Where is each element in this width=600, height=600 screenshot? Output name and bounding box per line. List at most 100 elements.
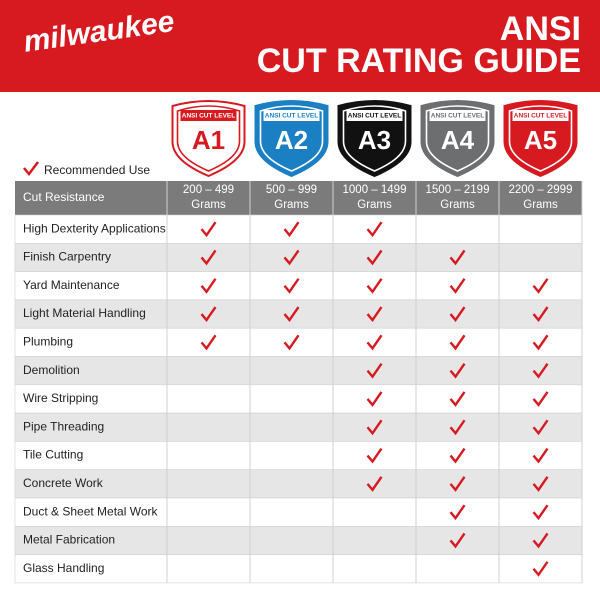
check-mark [532,561,549,577]
row-label: Finish Carpentry [23,250,111,264]
range-label: 200 – 499 [183,184,234,196]
check-mark [532,419,549,436]
row-label: Glass Handling [23,561,104,575]
table-row [14,525,583,555]
unit-label: Grams [357,199,392,211]
title-line: CUT RATING GUIDE [257,42,581,80]
level-name: A2 [275,125,308,155]
check-mark [366,278,383,294]
table-row [14,554,583,584]
level-caption: ANSI CUT LEVEL [348,113,401,120]
check-mark [449,504,466,521]
check-mark [366,221,383,238]
check-mark [449,476,466,492]
table-row [14,299,583,329]
unit-label: Grams [523,199,558,211]
legend-check [23,161,39,177]
level-name: A4 [441,125,475,155]
shield-inner [259,105,324,172]
check-mark [200,249,217,266]
check-mark [449,391,466,407]
check-mark [532,476,549,492]
check-mark [366,419,383,436]
check-mark [283,249,300,266]
caption-band [263,110,320,121]
level-caption: ANSI CUT LEVEL [514,113,567,120]
row-label: Light Material Handling [23,306,146,320]
header-band [0,0,600,92]
shield-inner [342,105,407,172]
caption-band [180,110,237,121]
range-label: 1000 – 1499 [343,184,407,196]
caption-band [512,110,569,121]
row-label: Yard Maintenance [23,278,120,292]
range-label: 2200 – 2999 [509,184,573,196]
check-mark [449,278,466,294]
table-row [14,271,583,301]
check-mark [532,391,549,407]
row-label: High Dexterity Applications [23,221,166,235]
row-label: Plumbing [23,335,73,349]
table-row [14,214,583,244]
check-mark [283,278,300,294]
check-mark [532,362,549,379]
check-mark [532,278,549,294]
check-mark [366,306,383,323]
check-mark [366,391,383,407]
check-mark [449,249,466,266]
table-row [14,356,583,386]
row-label: Pipe Threading [23,419,104,433]
check-mark [283,334,300,351]
check-mark [532,306,549,323]
legend-label: Recommended Use [44,163,150,177]
check-mark [200,334,217,351]
check-mark [532,504,549,521]
check-mark [449,532,466,549]
range-label: 1500 – 2199 [426,184,490,196]
row-label: Wire Stripping [23,391,98,405]
row-label: Tile Cutting [23,448,83,462]
check-mark [366,362,383,379]
level-name: A5 [524,125,557,155]
shield-inner [176,105,241,172]
table-row [14,327,583,357]
check-mark [532,447,549,464]
level-name: A1 [192,125,225,155]
row-label: Metal Fabrication [23,533,115,547]
level-caption: ANSI CUT LEVEL [431,113,484,120]
level-caption: ANSI CUT LEVEL [182,113,235,120]
check-mark [366,476,383,492]
row-label: Concrete Work [23,476,104,490]
check-mark [200,221,217,238]
range-label: 500 – 999 [266,184,317,196]
table-row [14,469,583,499]
level-name: A3 [358,125,391,155]
check-mark [366,334,383,351]
check-mark [283,221,300,238]
check-mark [449,306,466,323]
shield-inner [508,105,573,172]
row-label: Demolition [23,363,80,377]
check-mark [449,362,466,379]
header-cell: Cut Resistance [23,190,105,204]
table-row [14,497,583,527]
unit-label: Grams [274,199,309,211]
unit-label: Grams [440,199,475,211]
check-mark [532,532,549,549]
check-mark [200,306,217,323]
shield-inner [425,105,490,172]
table-row [14,412,583,442]
caption-band [429,110,486,121]
check-mark [532,334,549,351]
check-mark [283,306,300,323]
row-label: Duct & Sheet Metal Work [23,504,158,518]
title-line: ANSI [500,10,581,48]
check-mark [366,249,383,266]
check-mark [449,419,466,436]
table-row [14,384,583,414]
caption-band [346,110,403,121]
table-row [14,441,583,470]
check-mark [200,278,217,294]
check-mark [449,447,466,464]
